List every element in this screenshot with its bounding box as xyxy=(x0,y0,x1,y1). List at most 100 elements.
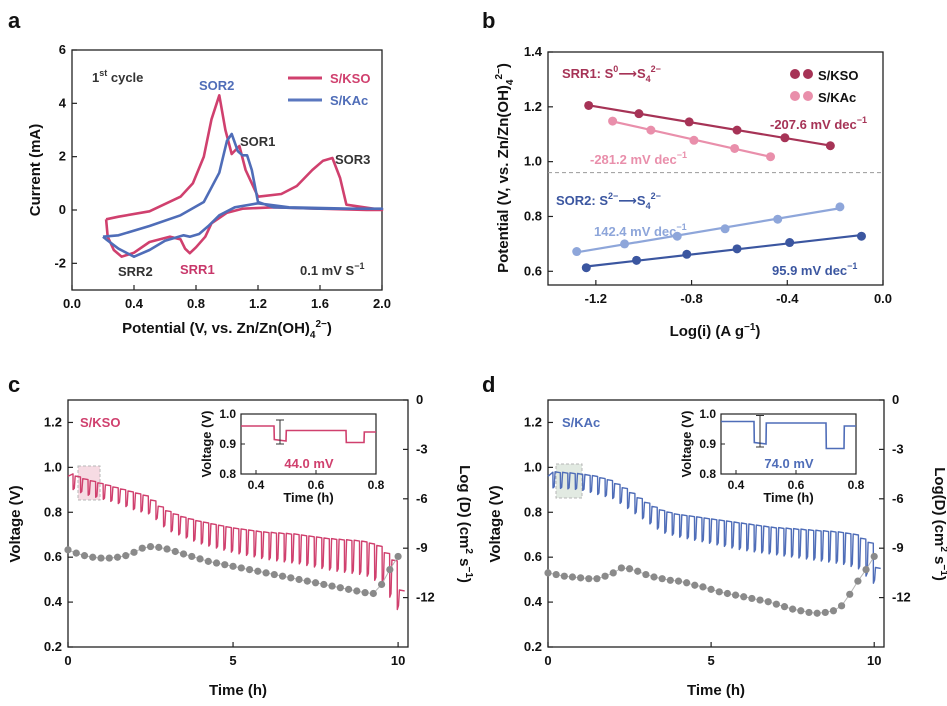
tafel-point xyxy=(581,263,591,273)
logd-point xyxy=(756,596,764,604)
logd-point xyxy=(353,587,361,595)
sor3-label: SOR3 xyxy=(335,152,370,167)
sor2-sub: 4 xyxy=(646,201,651,211)
x-tick-label: 0 xyxy=(544,653,551,668)
slope2-text: -281.2 mV dec xyxy=(590,152,677,167)
inset-x-tick-label: 0.8 xyxy=(368,478,385,492)
logd-point xyxy=(320,580,328,589)
tafel-point xyxy=(620,239,630,249)
inset-x-tick-label: 0.8 xyxy=(848,478,865,492)
x-tick-label: 1.6 xyxy=(311,296,329,311)
cycle-label: 1st cycle xyxy=(92,68,143,85)
logd-point xyxy=(130,548,138,556)
slope1-sup: −1 xyxy=(857,115,867,125)
logd-point xyxy=(625,565,634,573)
sor2-s: S xyxy=(637,193,646,208)
x-tick-label: 10 xyxy=(391,653,405,668)
y-tick-label: -6 xyxy=(416,491,428,506)
sor2-label: SOR2 xyxy=(199,78,234,93)
legend-kso-label: S/KSO xyxy=(330,71,370,86)
inset-ylabel: Voltage (V) xyxy=(679,411,694,478)
inset-annotation: 44.0 mV xyxy=(284,456,333,471)
slope3-text: 142.4 mV dec xyxy=(594,224,676,239)
logd-point xyxy=(674,577,683,585)
inset-curve xyxy=(721,420,856,450)
logd-point xyxy=(270,570,278,579)
inset-frame xyxy=(720,413,857,475)
b-xlabel-end: ) xyxy=(755,323,760,340)
panel-a-ticks: 0.0 0.4 0.8 1.2 1.6 2.0 -2 0 2 4 6 xyxy=(54,42,391,311)
tafel-point xyxy=(682,249,692,259)
logd-point xyxy=(229,562,237,570)
srr1-text: SRR1: S xyxy=(562,66,614,81)
y-tick-label: 0.4 xyxy=(524,594,543,609)
x-tick-label: 2.0 xyxy=(373,296,391,311)
c-y2-mid: s xyxy=(456,554,473,567)
inset-x-tick-label: 0.4 xyxy=(728,478,745,492)
d-inset: 0.4 0.6 0.8 0.8 0.9 1.0 74.0 mV Time (h) Voltage… xyxy=(679,407,865,505)
panel-c-series xyxy=(64,473,405,611)
d-y2-sup2: −1 xyxy=(938,564,947,576)
d-y2-end: ) xyxy=(931,576,947,581)
logd-point xyxy=(212,559,221,567)
y-tick-label: 4 xyxy=(59,95,67,110)
y-tick-label: 0 xyxy=(59,202,66,217)
logd-point xyxy=(577,574,585,582)
logd-point xyxy=(204,557,212,565)
logd-point xyxy=(386,566,394,574)
logd-point xyxy=(146,542,155,551)
logd-point xyxy=(113,553,122,561)
x-tick-label: 5 xyxy=(707,653,714,668)
logd-point xyxy=(723,589,732,598)
inset-y-tick-label: 0.8 xyxy=(699,467,716,481)
logd-point xyxy=(311,579,320,587)
logd-point xyxy=(642,570,650,579)
logd-point xyxy=(287,574,295,582)
legend-kso-dot2 xyxy=(803,69,813,79)
a-xlabel-sup: 2− xyxy=(315,319,327,330)
x-tick-label: -0.4 xyxy=(776,291,799,306)
logd-point xyxy=(155,543,163,551)
d-y2-mid: s xyxy=(931,552,947,565)
y-tick-label: 1.2 xyxy=(524,99,542,114)
tafel-point xyxy=(608,116,618,126)
logd-point xyxy=(196,555,204,563)
logd-point xyxy=(245,566,254,574)
logd-point xyxy=(870,552,878,561)
c-sample-label: S/KSO xyxy=(80,415,120,430)
c-y2-sup2: −1 xyxy=(463,567,474,579)
logd-point xyxy=(666,576,674,584)
panel-c-ylabel: Voltage (V) xyxy=(7,485,24,562)
y-tick-label: 1.0 xyxy=(524,459,542,474)
x-tick-label: 0.0 xyxy=(63,296,81,311)
logd-point xyxy=(221,561,229,569)
c-y2-sup1: 2 xyxy=(463,548,474,554)
slope2-sup: −1 xyxy=(677,150,687,160)
srr1-sub: 4 xyxy=(646,74,651,84)
logd-point xyxy=(862,566,870,574)
y-tick-label: 1.2 xyxy=(44,414,62,429)
x-tick-label: 0.4 xyxy=(125,296,144,311)
legend-kac-dot2 xyxy=(803,91,813,101)
logd-point xyxy=(344,585,353,593)
inset-ylabel: Voltage (V) xyxy=(199,411,214,478)
logd-point xyxy=(237,564,245,572)
tafel-point xyxy=(780,133,790,143)
y-tick-label: 0.6 xyxy=(524,263,542,278)
y-tick-label: -9 xyxy=(892,540,904,555)
logd-line xyxy=(547,556,875,614)
logd-point xyxy=(585,575,593,583)
sor2-text: SOR2: S xyxy=(556,193,608,208)
logd-point xyxy=(617,564,625,572)
logd-point xyxy=(821,608,829,617)
y-tick-label: -9 xyxy=(416,540,428,555)
cv-curve-s-kso xyxy=(104,94,384,259)
logd-point xyxy=(634,567,642,575)
x-tick-label: 0.0 xyxy=(874,291,892,306)
x-tick-label: 1.2 xyxy=(249,296,267,311)
d-y2-sup1: 2 xyxy=(938,546,947,552)
logd-point xyxy=(829,607,838,615)
srr1-sup0: 0 xyxy=(613,64,618,74)
tafel-point xyxy=(825,141,835,151)
tafel-point xyxy=(720,224,730,234)
